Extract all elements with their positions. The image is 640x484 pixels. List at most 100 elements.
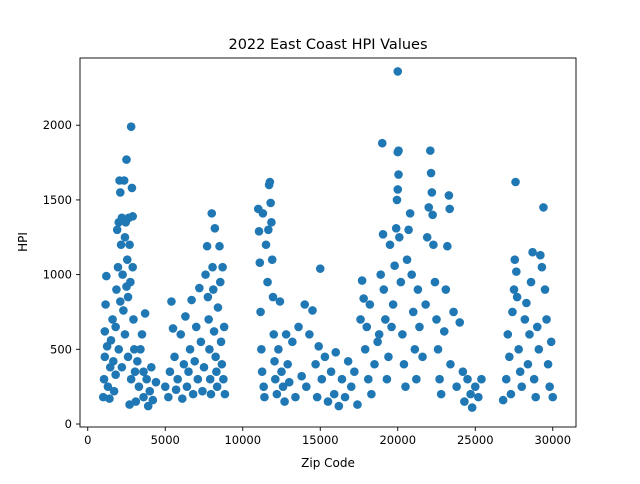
data-point bbox=[407, 270, 417, 279]
data-point bbox=[217, 359, 227, 369]
data-point bbox=[185, 345, 195, 354]
data-point bbox=[117, 362, 127, 372]
data-point bbox=[446, 359, 455, 369]
data-point bbox=[509, 285, 519, 294]
data-point bbox=[160, 382, 170, 391]
data-point bbox=[432, 315, 441, 324]
data-point bbox=[204, 315, 213, 324]
data-point bbox=[205, 374, 215, 384]
data-point bbox=[129, 345, 139, 354]
data-point bbox=[522, 298, 531, 308]
data-point bbox=[531, 392, 540, 402]
data-point bbox=[528, 247, 537, 257]
data-point bbox=[133, 356, 142, 366]
data-point bbox=[190, 356, 199, 366]
data-point bbox=[140, 309, 150, 318]
data-point bbox=[259, 382, 268, 391]
data-point bbox=[382, 374, 392, 384]
data-point bbox=[266, 198, 275, 208]
data-point bbox=[268, 292, 278, 302]
data-point bbox=[428, 210, 437, 220]
data-point bbox=[421, 300, 430, 309]
data-point bbox=[120, 232, 130, 242]
data-point bbox=[370, 359, 379, 369]
data-point bbox=[122, 255, 132, 264]
data-point bbox=[539, 203, 548, 212]
data-point bbox=[460, 397, 469, 406]
data-point bbox=[178, 394, 187, 403]
data-point bbox=[401, 382, 410, 391]
data-point bbox=[315, 264, 325, 273]
data-point bbox=[139, 392, 148, 402]
data-point bbox=[404, 225, 413, 235]
data-point bbox=[212, 382, 222, 391]
data-point bbox=[543, 359, 553, 369]
data-point bbox=[356, 315, 365, 324]
data-point bbox=[181, 312, 190, 321]
data-point bbox=[542, 315, 551, 324]
data-point bbox=[125, 240, 134, 250]
data-point bbox=[412, 374, 421, 384]
data-point bbox=[123, 292, 133, 302]
data-point bbox=[399, 359, 409, 369]
data-point bbox=[99, 374, 109, 384]
data-point bbox=[373, 337, 382, 347]
data-point bbox=[108, 315, 117, 324]
data-point bbox=[257, 367, 267, 377]
data-point bbox=[136, 345, 145, 354]
data-point bbox=[331, 348, 341, 357]
y-tick-label: 1500 bbox=[43, 193, 72, 207]
data-point bbox=[377, 138, 387, 148]
data-point bbox=[220, 389, 230, 399]
data-point bbox=[215, 241, 224, 251]
data-point bbox=[474, 392, 483, 402]
data-point bbox=[540, 285, 550, 294]
x-tick-label: 10000 bbox=[224, 433, 261, 447]
data-point bbox=[379, 285, 389, 294]
data-point bbox=[142, 374, 151, 384]
data-point bbox=[206, 389, 216, 399]
data-point bbox=[270, 356, 279, 366]
data-point bbox=[271, 374, 280, 384]
data-point bbox=[505, 352, 514, 362]
y-tick-label: 1000 bbox=[43, 268, 72, 282]
data-point bbox=[258, 209, 268, 218]
data-point bbox=[477, 374, 486, 384]
data-point bbox=[118, 270, 127, 279]
data-point bbox=[384, 352, 393, 362]
data-point bbox=[512, 267, 521, 276]
data-point bbox=[430, 277, 440, 287]
data-point bbox=[532, 322, 542, 332]
x-tick-label: 5000 bbox=[151, 433, 180, 447]
data-point bbox=[346, 382, 356, 391]
data-point bbox=[182, 382, 192, 391]
data-point bbox=[433, 345, 443, 354]
data-point bbox=[340, 392, 350, 402]
data-point bbox=[109, 356, 118, 366]
data-point bbox=[426, 168, 436, 178]
data-point bbox=[396, 277, 406, 287]
data-point bbox=[362, 322, 372, 332]
data-point bbox=[187, 295, 196, 305]
data-point bbox=[151, 377, 161, 387]
data-point bbox=[360, 345, 370, 354]
data-point bbox=[164, 392, 173, 402]
data-point bbox=[145, 386, 155, 396]
data-point bbox=[546, 337, 556, 347]
data-point bbox=[111, 322, 120, 332]
data-point bbox=[198, 386, 207, 396]
data-point bbox=[517, 382, 527, 391]
data-point bbox=[512, 292, 522, 302]
data-point bbox=[311, 359, 320, 369]
data-point bbox=[106, 336, 116, 345]
data-point bbox=[501, 374, 511, 384]
data-point bbox=[498, 395, 508, 405]
data-point bbox=[267, 218, 276, 227]
data-point bbox=[413, 285, 423, 294]
data-point bbox=[195, 283, 204, 293]
data-point bbox=[148, 395, 158, 405]
data-point bbox=[109, 386, 119, 396]
y-axis-label: HPI bbox=[16, 232, 30, 252]
data-point bbox=[300, 300, 310, 309]
